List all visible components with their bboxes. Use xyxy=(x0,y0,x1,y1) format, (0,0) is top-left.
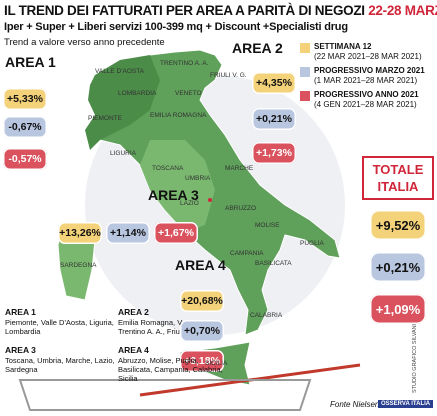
value-badge: +1,73% xyxy=(252,142,296,164)
region-label: VENETO xyxy=(175,90,202,97)
area-note-regions: Abruzzo, Molise, Puglia, Basilicata, Cam… xyxy=(118,356,223,383)
subtitle: Iper + Super + Liberi servizi 100-399 mq… xyxy=(4,21,348,33)
value-badge: -0,57% xyxy=(3,148,47,170)
value-badge: +5,33% xyxy=(3,88,47,110)
area-note-title: AREA 1 xyxy=(5,307,36,317)
region-label: MARCHE xyxy=(225,165,254,172)
total-badge: +1,09% xyxy=(370,294,426,324)
legend-label: PROGRESSIVO ANNO 2021 xyxy=(314,90,419,99)
value-badge: +0,21% xyxy=(252,108,296,130)
area-label: AREA 4 xyxy=(175,257,226,273)
region-label: EMILIA ROMAGNA xyxy=(150,112,207,119)
region-label: BASILICATA xyxy=(255,260,292,267)
region-label: TOSCANA xyxy=(152,165,184,172)
region-label: SARDEGNA xyxy=(60,262,97,269)
legend-period: (4 GEN 2021–28 MAR 2021) xyxy=(314,100,417,109)
legend-swatch xyxy=(300,43,310,53)
region-label: PUGLIA xyxy=(300,240,324,247)
area-note-regions: Piemonte, Valle D'Aosta, Liguria, Lombar… xyxy=(5,318,114,336)
region-label: VALLE D'AOSTA xyxy=(95,68,145,75)
area-note: AREA 2 Emilia Romagna, Veneto, Trentino A… xyxy=(118,307,230,337)
legend-label: PROGRESSIVO MARZO 2021 xyxy=(314,66,425,75)
legend-label: SETTIMANA 12 xyxy=(314,42,372,51)
total-badge: +9,52% xyxy=(370,210,426,240)
title-date: 22-28 MARZO 2021 xyxy=(368,3,437,18)
region-label: MOLISE xyxy=(255,222,280,229)
region-label: CALABRIA xyxy=(250,312,283,319)
totale-box: TOTALE ITALIA xyxy=(362,156,434,200)
title-text: IL TREND DEI FATTURATI PER AREA A PARITÀ… xyxy=(4,3,365,18)
region-label: SICILIA xyxy=(205,360,228,367)
region-label: ABRUZZO xyxy=(225,205,257,212)
total-badge: +0,21% xyxy=(370,252,426,282)
area-note-regions: Emilia Romagna, Veneto, Trentino A. A., … xyxy=(118,318,203,336)
legend-swatch xyxy=(300,67,310,77)
region-label: LOMBARDIA xyxy=(118,90,157,97)
cart-basket xyxy=(18,379,312,411)
area-label: AREA 1 xyxy=(5,54,56,70)
pin xyxy=(208,198,212,202)
region-label: TRENTINO A. A. xyxy=(160,60,209,67)
area-note: AREA 3 Toscana, Umbria, Marche, Lazio, Sa… xyxy=(5,345,117,375)
value-badge: +3,18% xyxy=(180,350,224,372)
region-label: UMBRIA xyxy=(185,175,211,182)
area-note-regions: Toscana, Umbria, Marche, Lazio, Sardegna xyxy=(5,356,115,374)
legend-period: (1 MAR 2021–28 MAR 2021) xyxy=(314,76,418,85)
area-note: AREA 4 Abruzzo, Molise, Puglia, Basilicat… xyxy=(118,345,230,384)
area-label: AREA 3 xyxy=(148,187,199,203)
note: Trend a valore verso anno precedente xyxy=(4,37,165,48)
value-badge: +1,14% xyxy=(106,222,150,244)
legend-period: (22 MAR 2021–28 MAR 2021) xyxy=(314,52,422,61)
area3-shade xyxy=(140,140,215,232)
region-label: PIEMONTE xyxy=(88,115,122,122)
area-label: AREA 2 xyxy=(232,40,283,56)
region-label: LIGURIA xyxy=(110,150,137,157)
area-note-title: AREA 2 xyxy=(118,307,149,317)
value-badge: +20,68% xyxy=(180,290,224,312)
value-badge: +13,26% xyxy=(58,222,102,244)
title: IL TREND DEI FATTURATI PER AREA A PARITÀ… xyxy=(4,3,437,18)
legend-swatch xyxy=(300,91,310,101)
region-label: FRIULI V. G. xyxy=(210,72,247,79)
value-badge: +0,70% xyxy=(180,320,224,342)
area-note: AREA 1 Piemonte, Valle D'Aosta, Liguria, … xyxy=(5,307,117,337)
area1-shade xyxy=(85,55,160,150)
area-note-title: AREA 4 xyxy=(118,345,149,355)
value-badge: +4,35% xyxy=(252,72,296,94)
value-badge: +1,67% xyxy=(154,222,198,244)
legend-item: PROGRESSIVO MARZO 2021 (1 MAR 2021–28 MAR… xyxy=(300,66,434,86)
region-label: CAMPANIA xyxy=(230,250,264,257)
brand: OSSERVA ITALIA xyxy=(378,400,434,408)
region-label: LAZIO xyxy=(180,200,199,207)
value-badge: -0,67% xyxy=(3,116,47,138)
legend-item: PROGRESSIVO ANNO 2021 (4 GEN 2021–28 MAR … xyxy=(300,90,434,110)
legend-item: SETTIMANA 12 (22 MAR 2021–28 MAR 2021) xyxy=(300,42,434,62)
area-note-title: AREA 3 xyxy=(5,345,36,355)
source: Fonte Nielsen xyxy=(330,400,380,409)
